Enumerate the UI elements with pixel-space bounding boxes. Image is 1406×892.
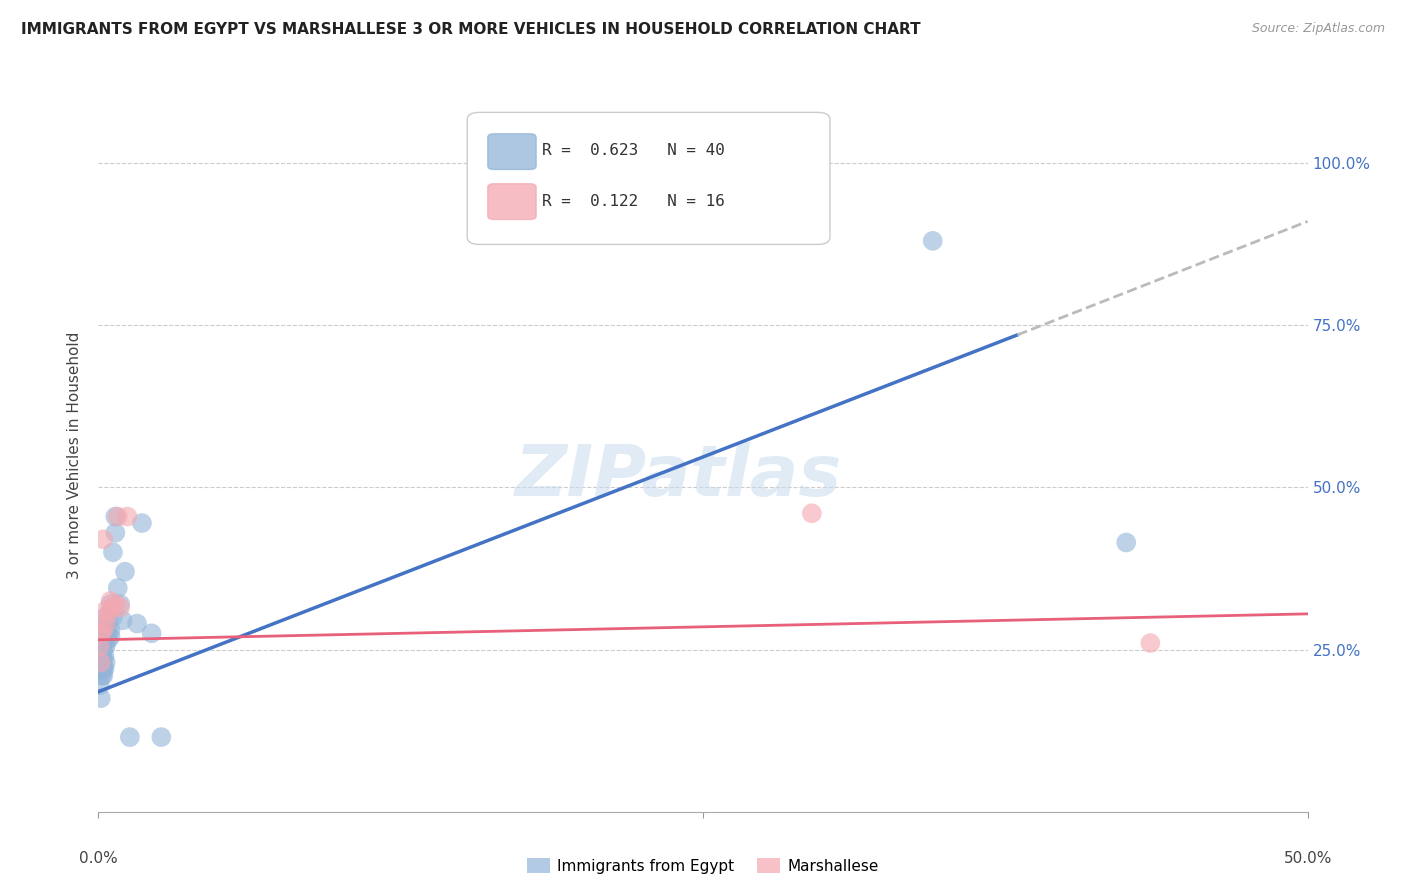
Point — [91, 652, 114, 666]
Point — [127, 616, 149, 631]
Point — [114, 565, 136, 579]
Point — [101, 600, 124, 615]
Text: Source: ZipAtlas.com: Source: ZipAtlas.com — [1251, 22, 1385, 36]
Point — [93, 630, 115, 644]
Point — [91, 642, 114, 657]
Point — [107, 509, 129, 524]
Point — [94, 616, 117, 631]
Point — [97, 607, 120, 621]
Point — [91, 533, 114, 547]
Point — [90, 662, 112, 676]
Point — [100, 623, 122, 637]
Point — [91, 662, 114, 676]
Point — [94, 604, 117, 618]
Point — [93, 648, 115, 663]
Point — [89, 640, 111, 654]
Point — [107, 581, 129, 595]
FancyBboxPatch shape — [467, 112, 830, 244]
Point — [91, 648, 114, 663]
Point — [141, 626, 163, 640]
Point — [91, 658, 114, 673]
FancyBboxPatch shape — [488, 184, 536, 219]
Y-axis label: 3 or more Vehicles in Household: 3 or more Vehicles in Household — [67, 331, 83, 579]
Point — [94, 610, 117, 624]
Point — [100, 630, 122, 644]
Point — [90, 626, 112, 640]
Point — [97, 632, 120, 647]
Point — [800, 506, 823, 520]
Point — [921, 234, 943, 248]
Legend: Immigrants from Egypt, Marshallese: Immigrants from Egypt, Marshallese — [520, 852, 886, 880]
Point — [91, 623, 114, 637]
Point — [104, 597, 127, 611]
Point — [101, 545, 124, 559]
Point — [93, 662, 115, 676]
Point — [94, 632, 117, 647]
Point — [91, 668, 114, 682]
Point — [90, 691, 112, 706]
Point — [100, 594, 122, 608]
Point — [117, 509, 139, 524]
Point — [104, 509, 127, 524]
Point — [97, 626, 120, 640]
Point — [89, 678, 111, 692]
Text: IMMIGRANTS FROM EGYPT VS MARSHALLESE 3 OR MORE VEHICLES IN HOUSEHOLD CORRELATION: IMMIGRANTS FROM EGYPT VS MARSHALLESE 3 O… — [21, 22, 921, 37]
Point — [90, 656, 112, 670]
Point — [94, 656, 117, 670]
FancyBboxPatch shape — [488, 134, 536, 169]
Point — [108, 600, 131, 615]
Point — [97, 613, 120, 627]
Point — [108, 597, 131, 611]
Point — [131, 516, 153, 530]
Point — [150, 730, 173, 744]
Point — [91, 658, 114, 673]
Point — [101, 610, 124, 624]
Point — [1139, 636, 1161, 650]
Text: 50.0%: 50.0% — [1284, 851, 1331, 866]
Point — [100, 597, 122, 611]
Text: R =  0.623   N = 40: R = 0.623 N = 40 — [543, 144, 725, 159]
Point — [94, 640, 117, 654]
Point — [94, 623, 117, 637]
Point — [91, 668, 114, 682]
Text: ZIPatlas: ZIPatlas — [515, 442, 842, 511]
Point — [104, 525, 127, 540]
Text: R =  0.122   N = 16: R = 0.122 N = 16 — [543, 194, 725, 209]
Point — [111, 613, 134, 627]
Point — [118, 730, 141, 744]
Text: 0.0%: 0.0% — [79, 851, 118, 866]
Point — [1115, 535, 1137, 549]
